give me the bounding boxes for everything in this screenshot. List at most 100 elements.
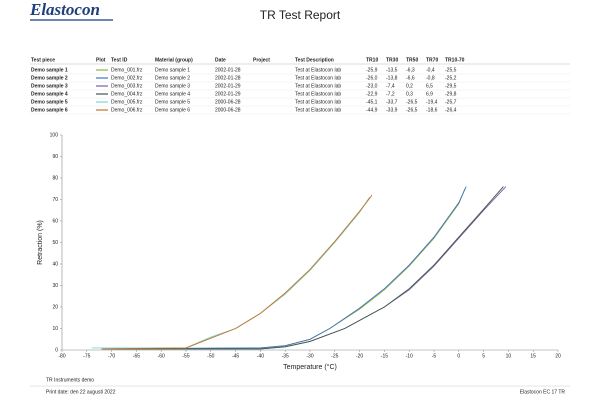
curve xyxy=(101,186,507,350)
table-cell: -23,0 xyxy=(366,83,378,89)
table-cell: Demo sample 5 xyxy=(155,99,190,105)
row-header: Demo sample 1 xyxy=(31,67,68,73)
table-cell: -26,5 xyxy=(406,99,418,105)
table-cell: Demo_004.frz xyxy=(111,91,143,97)
curve xyxy=(101,188,466,350)
table-cell: -33,9 xyxy=(386,107,398,113)
table-cell: -18,6 xyxy=(426,107,438,113)
table-cell: Demo sample 1 xyxy=(155,67,190,73)
curve xyxy=(101,194,373,350)
column-header: TR10 xyxy=(366,57,378,63)
table-cell: -19,4 xyxy=(426,99,438,105)
table-cell: 0,2 xyxy=(406,83,413,89)
table-cell: -6,6 xyxy=(406,75,415,81)
table-cell: 2002-01-28 xyxy=(215,67,241,73)
x-tick-label: -65 xyxy=(133,353,140,359)
table-cell: 2000-06-28 xyxy=(215,99,241,105)
row-header: Demo sample 5 xyxy=(31,99,68,105)
table-cell: -26,0 xyxy=(366,75,378,81)
x-tick-label: -30 xyxy=(306,353,313,359)
column-header: Plot xyxy=(96,57,106,63)
x-tick-label: -25 xyxy=(331,353,338,359)
x-tick-label: 15 xyxy=(530,353,536,359)
row-header: Demo sample 4 xyxy=(31,91,68,97)
x-tick-label: -35 xyxy=(282,353,289,359)
column-header: Project xyxy=(253,57,270,63)
y-tick-label: 50 xyxy=(52,240,58,246)
row-header: Demo sample 6 xyxy=(31,107,68,113)
table-cell: Test at Elastocon lab xyxy=(295,99,341,105)
table-cell: -25,7 xyxy=(445,99,457,105)
row-header: Demo sample 2 xyxy=(31,75,68,81)
company: TR Instruments demo xyxy=(46,377,94,383)
table-cell: -25,9 xyxy=(366,67,378,73)
table-cell: -13,5 xyxy=(386,67,398,73)
y-tick-label: 80 xyxy=(52,175,58,181)
y-tick-label: 0 xyxy=(55,347,58,353)
column-header: TR50 xyxy=(406,57,418,63)
table-cell: -29,8 xyxy=(445,91,457,97)
table-cell: -22,9 xyxy=(366,91,378,97)
table-cell: Demo sample 6 xyxy=(155,107,190,113)
table-cell: Test at Elastocon lab xyxy=(295,75,341,81)
table-cell: Demo sample 3 xyxy=(155,83,190,89)
table-cell: -29,5 xyxy=(445,83,457,89)
table-cell: Demo_005.frz xyxy=(111,99,143,105)
x-tick-label: 0 xyxy=(457,353,460,359)
table-cell: -45,1 xyxy=(366,99,378,105)
x-tick-label: 20 xyxy=(555,353,561,359)
x-tick-label: -80 xyxy=(58,353,65,359)
column-header: Test ID xyxy=(111,57,128,63)
logo: Elastocon xyxy=(29,0,100,19)
table-cell: Demo sample 2 xyxy=(155,75,190,81)
table-cell: Test at Elastocon lab xyxy=(295,107,341,113)
column-header: Material (group) xyxy=(155,57,193,63)
x-tick-label: 10 xyxy=(506,353,512,359)
table-cell: 2002-01-29 xyxy=(215,91,241,97)
y-tick-label: 60 xyxy=(52,218,58,224)
column-header: TR30 xyxy=(386,57,398,63)
table-cell: 0,3 xyxy=(406,91,413,97)
table-cell: -33,7 xyxy=(386,99,398,105)
curve xyxy=(101,186,504,350)
x-tick-label: -60 xyxy=(158,353,165,359)
y-tick-label: 100 xyxy=(50,132,59,138)
table-cell: Demo sample 4 xyxy=(155,91,190,97)
column-header: Test Description xyxy=(295,57,334,63)
table-cell: Test at Elastocon lab xyxy=(295,67,341,73)
y-axis-label: Retraction (%) xyxy=(37,220,44,265)
x-tick-label: -15 xyxy=(381,353,388,359)
y-tick-label: 90 xyxy=(52,154,58,160)
table-cell: 2002-01-28 xyxy=(215,75,241,81)
curve xyxy=(91,197,370,349)
x-tick-label: -20 xyxy=(356,353,363,359)
table-cell: Demo_003.frz xyxy=(111,83,143,89)
x-axis-label: Temperature (°C) xyxy=(283,363,337,371)
report-title: TR Test Report xyxy=(260,8,341,22)
row-header: Demo sample 3 xyxy=(31,83,68,89)
table-cell: -13,8 xyxy=(386,75,398,81)
x-tick-label: -50 xyxy=(207,353,214,359)
table-cell: -26,4 xyxy=(445,107,457,113)
table-cell: 6,5 xyxy=(426,83,433,89)
column-header: Date xyxy=(215,57,226,63)
software: Elastocon EC 17 TR xyxy=(520,389,566,395)
column-header: TR70 xyxy=(426,57,438,63)
table-cell: -0,8 xyxy=(426,75,435,81)
table-cell: Demo_001.frz xyxy=(111,67,143,73)
x-tick-label: -40 xyxy=(257,353,264,359)
table-cell: -25,2 xyxy=(445,75,457,81)
table-cell: -7,2 xyxy=(386,91,395,97)
table-cell: -26,5 xyxy=(406,107,418,113)
table-cell: -44,9 xyxy=(366,107,378,113)
y-tick-label: 10 xyxy=(52,326,58,332)
table-cell: -0,4 xyxy=(426,67,435,73)
print-date: Print date: den 22 augusti 2022 xyxy=(46,389,116,395)
table-cell: Test at Elastocon lab xyxy=(295,91,341,97)
table-cell: 2002-01-29 xyxy=(215,83,241,89)
x-tick-label: -75 xyxy=(83,353,90,359)
x-tick-label: -5 xyxy=(432,353,437,359)
table-cell: Demo_006.frz xyxy=(111,107,143,113)
table-cell: -7,4 xyxy=(386,83,395,89)
